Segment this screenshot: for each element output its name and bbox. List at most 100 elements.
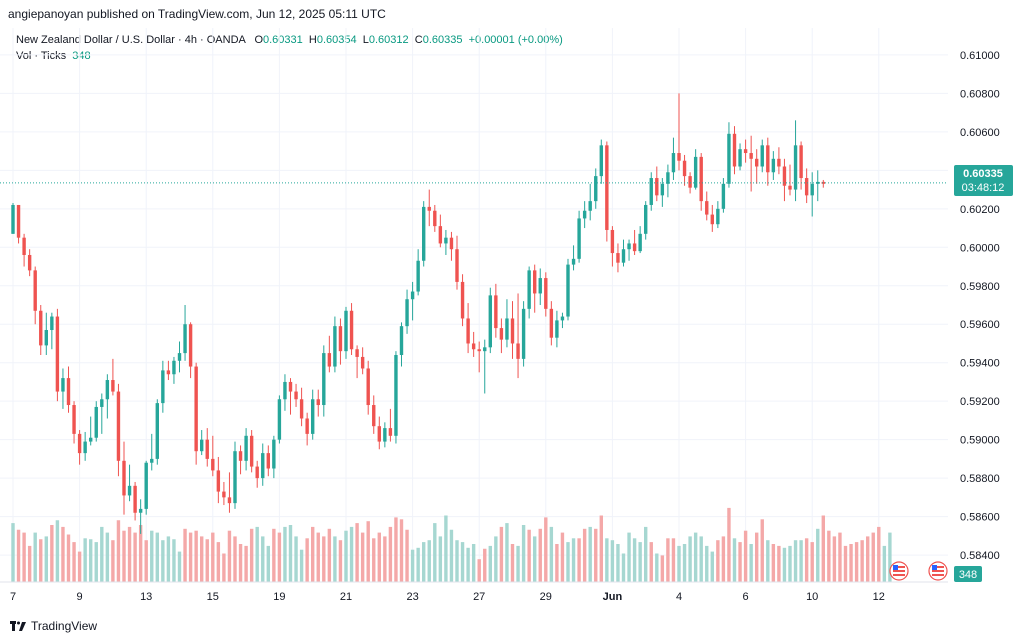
volume-bar — [283, 526, 287, 582]
volume-bar — [860, 540, 864, 582]
volume-bar — [760, 519, 764, 582]
candle-body — [533, 270, 537, 294]
candle-body — [127, 485, 132, 496]
price-chart[interactable]: 0.610000.608000.606000.604000.602000.600… — [0, 28, 1024, 614]
volume-bar — [549, 526, 554, 582]
volume-bar — [449, 529, 454, 582]
volume-bar — [649, 542, 653, 582]
candle-body — [716, 208, 720, 225]
high-value: 0.60354 — [316, 34, 357, 46]
volume-label[interactable]: Vol · Ticks — [16, 50, 67, 62]
candle-body — [471, 343, 476, 350]
candle-body — [671, 153, 676, 173]
volume-bar — [122, 530, 126, 582]
candle-body — [383, 428, 387, 442]
candle-body — [549, 308, 554, 338]
price-axis[interactable]: 0.610000.608000.606000.604000.602000.600… — [960, 50, 1000, 562]
us-flag-icon[interactable] — [889, 561, 909, 581]
volume-bar — [882, 545, 887, 582]
volume-bar — [27, 545, 32, 582]
volume-bar — [666, 538, 670, 582]
candle-body — [72, 405, 76, 434]
candle-body — [133, 485, 137, 513]
candle-body — [816, 181, 820, 184]
volume-bar — [632, 538, 637, 582]
volume-bar — [166, 536, 171, 582]
volume-bar — [788, 545, 792, 582]
volume-bar — [599, 515, 603, 582]
volume-bar — [594, 528, 598, 582]
time-axis[interactable]: 7 9 13 15 19 21 23 27 29 Jun 4 6 10 12 — [10, 591, 885, 603]
candle-body — [466, 318, 470, 344]
volume-bar — [150, 530, 154, 582]
candle-body — [505, 318, 509, 340]
volume-bar — [710, 551, 714, 582]
volume-bar — [399, 519, 404, 582]
candle-body — [477, 349, 481, 352]
candle-body — [322, 353, 326, 406]
volume-bar — [755, 532, 759, 582]
candle-body — [738, 149, 742, 167]
open-label: O — [254, 34, 263, 46]
volume-bar — [39, 539, 43, 582]
candle-body — [161, 370, 165, 404]
publisher-header: angiepanoyan published on TradingView.co… — [0, 0, 1024, 28]
volume-bar — [782, 547, 787, 582]
volume-bar — [671, 538, 676, 582]
candle-body — [449, 237, 454, 250]
volume-row: Vol · Ticks 348 — [16, 50, 563, 66]
volume-bar — [66, 534, 71, 582]
volume-bar — [627, 532, 631, 582]
candle-body — [777, 158, 781, 167]
candle-body — [438, 226, 443, 244]
us-flag-icon[interactable] — [928, 561, 948, 581]
tradingview-logo-icon — [10, 621, 26, 631]
volume-bar — [227, 530, 232, 582]
volume-bar — [727, 507, 731, 582]
volume-bar — [616, 544, 620, 582]
candle-body — [349, 310, 354, 350]
candle-body — [216, 470, 221, 492]
volume-bar — [460, 542, 465, 582]
candle-body — [188, 324, 193, 367]
candle-body — [388, 428, 393, 436]
volume-bar — [483, 548, 487, 582]
volume-bar — [188, 532, 193, 582]
candle-body — [621, 249, 626, 263]
volume-bar — [72, 542, 76, 582]
volume-bar — [89, 539, 93, 582]
symbol-name[interactable]: New Zealand Dollar / U.S. Dollar · 4h · … — [16, 34, 246, 46]
candle-body — [544, 278, 548, 309]
candle-body — [100, 399, 104, 407]
candle-body — [510, 318, 515, 344]
tradingview-footer[interactable]: TradingView — [10, 619, 97, 633]
candle-body — [327, 353, 332, 367]
volume-bar — [505, 523, 509, 582]
candle-body — [782, 166, 787, 186]
volume-bar — [327, 528, 332, 582]
volume-bar — [621, 553, 626, 582]
candle-body — [766, 145, 770, 173]
candle-body — [571, 258, 576, 265]
volume-bar — [838, 532, 842, 582]
volume-bar — [455, 540, 459, 582]
candle-body — [527, 270, 531, 309]
volume-bar — [732, 538, 737, 582]
candle-body — [732, 133, 737, 167]
candle-body — [399, 326, 404, 356]
candle-body — [566, 264, 570, 317]
candle-body — [338, 326, 343, 352]
volume-bar — [682, 544, 687, 582]
low-value: 0.60312 — [368, 34, 409, 46]
candle-body — [222, 491, 226, 498]
volume-bar — [749, 544, 753, 582]
volume-bar — [588, 526, 592, 582]
time-tick-label: 27 — [473, 591, 485, 603]
volume-bar — [383, 536, 387, 582]
candle-body — [33, 270, 37, 311]
volume-bar — [721, 536, 726, 582]
chart-legend: New Zealand Dollar / U.S. Dollar · 4h · … — [16, 34, 563, 66]
price-tick-label: 0.58400 — [960, 550, 1000, 562]
volume-bar — [127, 526, 132, 582]
volume-bar — [205, 539, 209, 582]
